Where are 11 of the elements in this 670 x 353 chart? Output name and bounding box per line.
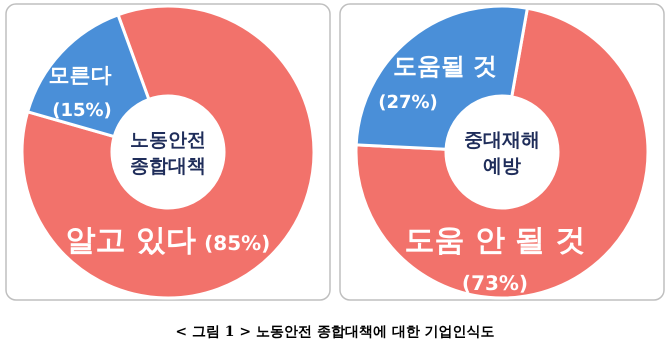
slice-label: 도움될 것 [392, 52, 498, 80]
slice-label: 도움 안 될 것 [404, 223, 586, 258]
text: 중대재해 예방 [464, 129, 540, 177]
data-label: (27%) [378, 92, 438, 113]
data-label: (73%) [462, 271, 528, 295]
slice-label: 알고 있다 [66, 223, 196, 258]
data-label: (85%) [204, 231, 270, 255]
text: < 그림 1 > 노동안전 종합대책에 대한 기업인식도 [175, 324, 495, 340]
text: 노동안전 종합대책 [130, 129, 206, 177]
slice-label: 모른다 [48, 63, 112, 87]
data-label: (15%) [52, 100, 112, 121]
